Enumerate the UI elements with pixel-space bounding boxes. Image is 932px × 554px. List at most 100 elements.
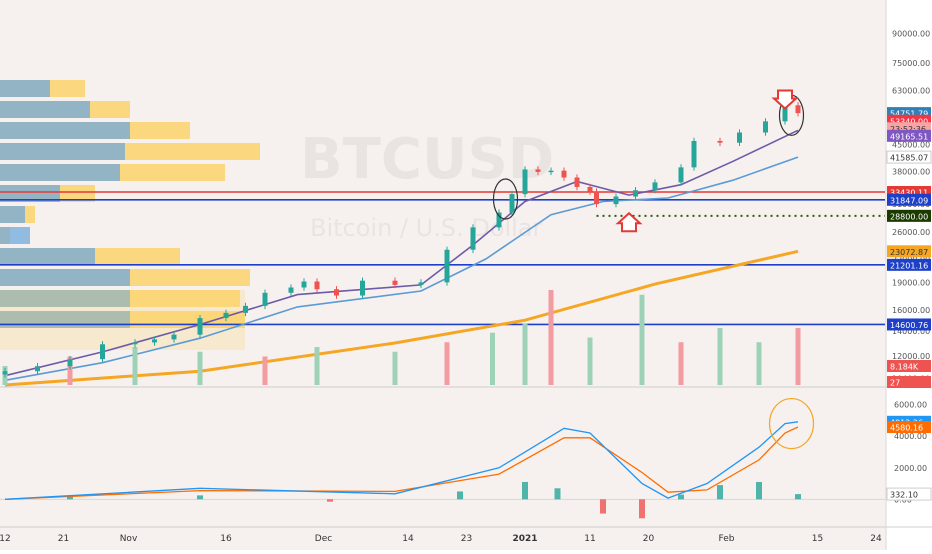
- price-axis-background: [886, 0, 932, 550]
- macd-histogram-bar: [717, 485, 723, 500]
- price-tag-bg: [886, 487, 932, 501]
- axis-layer: 90000.0075000.0063000.0054000.0045000.00…: [0, 30, 930, 544]
- time-tick-label: 16: [220, 534, 232, 544]
- price-tick-label: 26000.00: [892, 228, 930, 237]
- volume-bar: [262, 356, 268, 385]
- volume-bar: [197, 351, 203, 385]
- price-tick-label: 90000.00: [892, 30, 930, 39]
- volume-bar: [717, 328, 723, 385]
- price-tag-label: 28800.00: [890, 212, 928, 221]
- candle-body: [2, 371, 8, 375]
- macd-histogram-bar: [554, 488, 561, 500]
- price-tick-label: 75000.00: [892, 59, 930, 68]
- volume-bar: [756, 342, 762, 385]
- candle-body: [691, 140, 697, 168]
- candle-body: [737, 132, 742, 143]
- price-tag-bg: [886, 150, 932, 164]
- candle-body: [223, 312, 229, 319]
- candle-body: [613, 196, 619, 205]
- price-tick-label: 16000.00: [892, 306, 930, 315]
- price-tag-bg: [887, 318, 931, 331]
- volume-profile-layer: [0, 80, 260, 350]
- profile-bar-down: [0, 206, 25, 223]
- profile-bar-down: [0, 269, 130, 286]
- macd-histogram-bar: [600, 499, 606, 514]
- time-tick-label: 21: [58, 534, 69, 544]
- price-tick-label: 45000.00: [892, 140, 930, 149]
- price-tag-label: 31847.09: [890, 196, 928, 205]
- candle-body: [652, 182, 658, 191]
- candle-body: [522, 169, 528, 195]
- volume-bar: [795, 328, 801, 385]
- highlight-circle: [492, 178, 519, 220]
- macd-histogram-bar: [67, 496, 73, 500]
- profile-bar-down: [0, 248, 95, 265]
- watermark-layer: BTCUSD Bitcoin / U.S. Dollar: [300, 127, 554, 242]
- price-tag-bg: [887, 129, 931, 142]
- price-tag-label: 23:52:36: [890, 125, 926, 134]
- candle-body: [197, 318, 203, 335]
- candle-body: [288, 287, 294, 293]
- time-tick-label: 15: [812, 534, 823, 544]
- signal-line: [4, 426, 799, 500]
- price-tag-label: 53340.00: [890, 117, 928, 126]
- time-tick-label: Feb: [719, 534, 735, 544]
- price-tag-bg: [887, 421, 931, 434]
- candle-body: [35, 366, 40, 372]
- ema-mid-line: [4, 156, 799, 382]
- macd-tick-label: 6000.00: [894, 401, 927, 410]
- candle-body: [171, 334, 177, 340]
- candle-body: [509, 194, 515, 213]
- candle-body: [444, 249, 450, 283]
- price-tag-label: 21201.16: [890, 261, 928, 270]
- candle-body: [470, 227, 476, 250]
- time-tick-label: 24: [870, 534, 882, 544]
- price-tag-label: 23072.87: [890, 248, 928, 257]
- candles-layer: [2, 102, 801, 378]
- volume-bar: [639, 294, 645, 385]
- price-tick-label: 63000.00: [892, 87, 930, 96]
- price-tag-bg: [887, 193, 931, 206]
- price-tag-label: 49165.51: [890, 132, 928, 141]
- volume-bar: [132, 347, 138, 385]
- price-tag-bg: [887, 245, 931, 258]
- time-tick-label: 12: [0, 534, 11, 544]
- volume-bar: [444, 342, 450, 385]
- candle-body: [795, 105, 801, 114]
- macd-line: [4, 421, 799, 500]
- price-tag-bg: [887, 258, 931, 271]
- macd-histogram-bar: [327, 499, 333, 502]
- candle-body: [782, 105, 788, 122]
- price-tag-label: 8.184K: [890, 363, 919, 372]
- candle-body: [633, 190, 638, 197]
- time-tick-label: 23: [461, 534, 472, 544]
- profile-bar-down: [0, 227, 30, 244]
- macd-tick-label: 2000.00: [894, 464, 927, 473]
- candle-body: [561, 170, 567, 178]
- candle-body: [243, 305, 248, 313]
- time-tick-label: 11: [584, 534, 595, 544]
- price-tick-label: 14000.00: [892, 327, 930, 336]
- candle-body: [763, 121, 768, 133]
- candle-body: [360, 280, 365, 296]
- profile-bar-down: [0, 101, 90, 118]
- time-tick-label: 2021: [512, 534, 537, 544]
- price-tick-label: 12000.00: [892, 352, 930, 361]
- candle-body: [496, 212, 502, 228]
- candle-body: [301, 281, 307, 288]
- watermark-symbol: BTCUSD: [300, 127, 554, 192]
- price-tag-bg: [887, 209, 931, 222]
- candle-body: [418, 282, 424, 285]
- candle-body: [67, 359, 73, 367]
- volume-bar: [678, 342, 684, 385]
- time-tick-label: 20: [643, 534, 655, 544]
- candle-body: [535, 169, 541, 172]
- time-tick-label: 14: [402, 534, 414, 544]
- profile-bar-down: [0, 122, 130, 139]
- time-tick-label: Nov: [120, 534, 138, 544]
- volume-bar: [490, 332, 495, 385]
- hand-arrow-down: [771, 89, 799, 110]
- price-tag-label: 41585.07: [890, 154, 928, 163]
